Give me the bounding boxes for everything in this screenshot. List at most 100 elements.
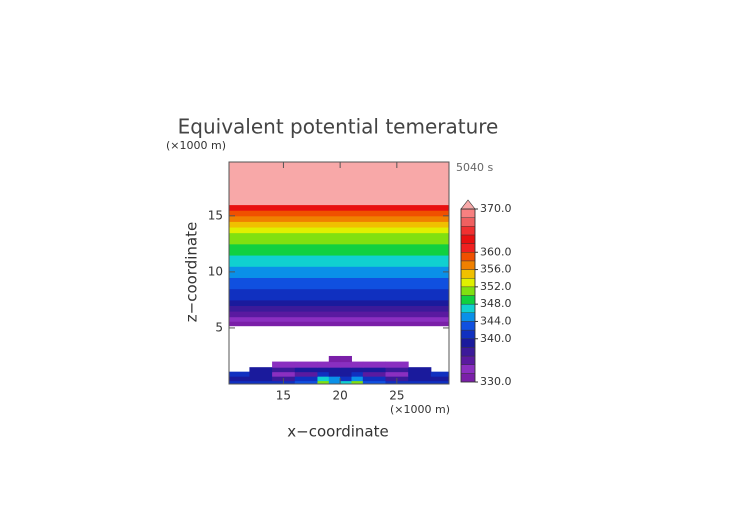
colorbar-segment	[460, 226, 476, 236]
contour-cell	[408, 380, 432, 384]
contour-cell	[385, 371, 409, 377]
colorbar-tick-label: 330.0	[480, 375, 512, 388]
colorbar-segment	[460, 303, 476, 313]
contour-cell	[340, 380, 352, 384]
colorbar-segment	[460, 234, 476, 244]
contour-band	[229, 299, 449, 307]
contour-cell	[340, 371, 352, 377]
contour-cell	[249, 371, 273, 377]
contour-band	[229, 243, 449, 250]
contour-band	[229, 227, 449, 234]
contour-cell	[272, 361, 296, 368]
contour-cell	[294, 371, 318, 377]
colorbar-segment	[460, 208, 476, 218]
colorbar-segment	[460, 269, 476, 279]
contour-cell	[430, 371, 449, 377]
contour-band	[229, 210, 449, 217]
contour-cell	[294, 376, 318, 382]
contour-band	[229, 266, 449, 273]
x-axis-label: x−coordinate	[287, 423, 388, 441]
colorbar-tick-label: 370.0	[480, 202, 512, 215]
contour-cell	[340, 361, 352, 368]
contour-cell	[317, 380, 330, 384]
contour-cell	[328, 355, 341, 363]
contour-cell	[340, 367, 352, 373]
contour-cell	[272, 371, 296, 377]
y-axis-label: z−coordinate	[183, 222, 201, 322]
colorbar-tick-label: 360.0	[480, 245, 512, 258]
contour-cell	[249, 380, 273, 384]
y-tick-label: 5	[215, 320, 223, 334]
contour-cell	[340, 355, 352, 363]
colorbar-segment	[460, 355, 476, 365]
contour-cell	[408, 367, 432, 373]
x-tick-label: 25	[389, 389, 404, 403]
contour-band	[229, 255, 449, 262]
contour-cell	[272, 367, 296, 373]
contour-band	[229, 294, 449, 301]
contour-cell	[362, 376, 386, 382]
x-tick-label: 20	[332, 389, 347, 403]
contour-cell	[340, 376, 352, 382]
contour-cell	[328, 367, 341, 373]
y-tick-label: 10	[208, 264, 223, 278]
x-tick-label: 15	[276, 389, 291, 403]
contour-cell	[328, 380, 341, 384]
contour-band	[229, 232, 449, 239]
contour-cell	[229, 371, 250, 377]
contour-band	[229, 311, 449, 318]
colorbar-tick-label: 352.0	[480, 280, 512, 293]
contour-cell	[249, 376, 273, 382]
colorbar-tick-label: 340.0	[480, 332, 512, 345]
colorbar-segment	[460, 329, 476, 339]
contour-band	[229, 271, 449, 278]
contour-cell	[294, 367, 318, 373]
contour-cell	[362, 367, 386, 373]
contour-band	[229, 221, 449, 228]
contour-band	[229, 215, 449, 222]
contour-cell	[317, 361, 330, 368]
colorbar-segment	[460, 338, 476, 348]
colorbar-segment	[460, 286, 476, 296]
colorbar-segment	[460, 260, 476, 270]
y-tick-label: 15	[208, 208, 223, 222]
contour-cell	[229, 376, 250, 382]
y-unit: (×1000 m)	[166, 139, 226, 152]
colorbar-segment	[460, 364, 476, 374]
colorbar-tick-label: 348.0	[480, 297, 512, 310]
contour-band	[229, 288, 449, 295]
x-unit: (×1000 m)	[390, 403, 450, 416]
colorbar-segment	[460, 295, 476, 305]
colorbar-segment	[460, 243, 476, 253]
contour-cell	[351, 367, 364, 373]
contour-band	[229, 260, 449, 267]
colorbar-tick-label: 356.0	[480, 263, 512, 276]
colorbar-segment	[460, 347, 476, 357]
contour-cell	[362, 361, 386, 368]
contour-cell	[328, 361, 341, 368]
colorbar-segment	[460, 252, 476, 262]
contour-cell	[294, 380, 318, 384]
colorbar-segment	[460, 278, 476, 288]
colorbar-frame	[460, 208, 476, 383]
contour-cell	[351, 371, 364, 377]
contour-band	[229, 305, 449, 312]
contour-band	[229, 204, 449, 211]
contour-band	[229, 238, 449, 245]
contour-cell	[294, 361, 318, 368]
colorbar-segment	[460, 217, 476, 227]
colorbar-segment	[460, 321, 476, 331]
plot-frame	[228, 161, 450, 385]
contour-band	[229, 283, 449, 290]
contour-band	[229, 321, 449, 327]
colorbar-segment	[460, 373, 476, 383]
contour-cell	[351, 361, 364, 368]
colorbar-over	[460, 199, 476, 210]
contour-cell	[328, 376, 341, 382]
contour-band	[229, 277, 449, 284]
contour-band	[229, 162, 449, 206]
contour-cell	[362, 380, 386, 384]
plot-area	[229, 162, 449, 384]
contour-cell	[229, 380, 250, 384]
